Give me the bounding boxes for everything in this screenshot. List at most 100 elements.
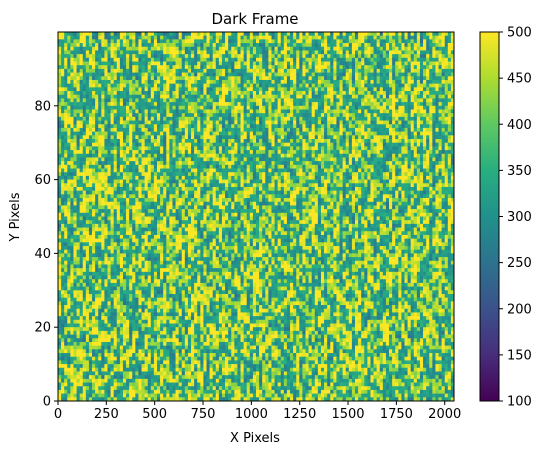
heatmap-cell: [413, 157, 418, 162]
heatmap-cell: [432, 87, 436, 92]
heatmap-cell: [339, 150, 343, 155]
heatmap-cell: [410, 83, 415, 88]
heatmap-cell: [382, 57, 387, 62]
heatmap-cell: [290, 124, 294, 129]
heatmap-cell: [324, 168, 328, 173]
heatmap-cell: [364, 68, 368, 73]
heatmap-cell: [351, 91, 356, 96]
heatmap-cell: [355, 72, 359, 77]
heatmap-cell: [76, 135, 80, 140]
heatmap-cell: [243, 113, 248, 118]
heatmap-cell: [389, 157, 393, 162]
heatmap-cell: [290, 142, 294, 147]
heatmap-cell: [231, 142, 235, 147]
heatmap-cell: [438, 83, 442, 88]
heatmap-cell: [413, 153, 418, 158]
heatmap-cell: [429, 35, 433, 40]
heatmap-cell: [212, 102, 217, 107]
heatmap-cell: [277, 79, 282, 84]
heatmap-cell: [382, 94, 387, 99]
heatmap-cell: [104, 91, 108, 96]
heatmap-cell: [280, 32, 285, 36]
heatmap-cell: [314, 39, 319, 44]
heatmap-cell: [302, 39, 306, 44]
heatmap-cell: [76, 54, 80, 59]
heatmap-cell: [398, 109, 402, 114]
heatmap-cell: [327, 161, 331, 166]
heatmap-cell: [404, 139, 408, 143]
heatmap-cell: [129, 113, 133, 118]
heatmap-cell: [268, 79, 272, 84]
heatmap-cell: [308, 120, 312, 125]
heatmap-cell: [141, 98, 145, 103]
heatmap-cell: [426, 164, 430, 169]
heatmap-cell: [181, 46, 186, 51]
heatmap-cell: [101, 39, 105, 44]
heatmap-cell: [389, 105, 393, 110]
heatmap-cell: [410, 68, 415, 73]
heatmap-cell: [138, 131, 142, 136]
heatmap-cell: [444, 124, 449, 129]
heatmap-cell: [104, 50, 108, 55]
heatmap-cell: [435, 65, 439, 70]
heatmap-cell: [98, 91, 102, 96]
heatmap-cell: [423, 46, 427, 51]
heatmap-cell: [410, 135, 415, 140]
heatmap-cell: [277, 102, 282, 107]
heatmap-cell: [419, 57, 424, 62]
heatmap-cell: [351, 68, 356, 73]
heatmap-cell: [286, 39, 291, 44]
heatmap-cell: [191, 76, 195, 81]
heatmap-cell: [113, 135, 118, 140]
heatmap-cell: [364, 105, 368, 110]
heatmap-cell: [240, 157, 244, 162]
heatmap-cell: [308, 135, 312, 140]
heatmap-cell: [358, 127, 362, 132]
heatmap-cell: [122, 142, 127, 147]
heatmap-cell: [290, 35, 294, 40]
heatmap-cell: [308, 146, 312, 151]
heatmap-cell: [150, 39, 155, 44]
heatmap-cell: [225, 57, 229, 62]
heatmap-cell: [197, 68, 201, 73]
heatmap-cell: [327, 54, 331, 59]
heatmap-cell: [426, 79, 430, 84]
heatmap-cell: [76, 113, 80, 118]
heatmap-cell: [243, 153, 248, 158]
heatmap-cell: [407, 172, 411, 177]
heatmap-cell: [126, 146, 130, 151]
heatmap-cell: [92, 46, 96, 51]
heatmap-cell: [351, 54, 356, 59]
heatmap-cell: [82, 43, 87, 48]
heatmap-cell: [212, 168, 217, 173]
heatmap-cell: [58, 105, 62, 110]
heatmap-cell: [104, 161, 108, 166]
heatmap-cell: [237, 87, 241, 92]
heatmap-cell: [339, 94, 343, 99]
heatmap-cell: [256, 120, 260, 125]
heatmap-cell: [355, 124, 359, 129]
heatmap-cell: [212, 91, 217, 96]
heatmap-cell: [138, 164, 142, 169]
heatmap-cell: [320, 61, 325, 66]
heatmap-cell: [144, 54, 149, 59]
heatmap-cell: [252, 61, 257, 66]
heatmap-cell: [271, 135, 275, 140]
heatmap-cell: [215, 50, 220, 55]
heatmap-cell: [153, 61, 158, 66]
heatmap-cell: [379, 124, 384, 129]
heatmap-cell: [438, 168, 442, 173]
heatmap-cell: [203, 35, 207, 40]
heatmap-cell: [435, 91, 439, 96]
heatmap-cell: [172, 94, 176, 99]
heatmap-cell: [252, 120, 257, 125]
heatmap-cell: [330, 102, 334, 107]
heatmap-cell: [107, 157, 111, 162]
heatmap-cell: [88, 172, 93, 177]
heatmap-cell: [432, 39, 436, 44]
heatmap-cell: [311, 87, 316, 92]
heatmap-cell: [218, 168, 223, 173]
heatmap-cell: [225, 124, 229, 129]
heatmap-cell: [299, 43, 303, 48]
heatmap-cell: [429, 32, 433, 36]
